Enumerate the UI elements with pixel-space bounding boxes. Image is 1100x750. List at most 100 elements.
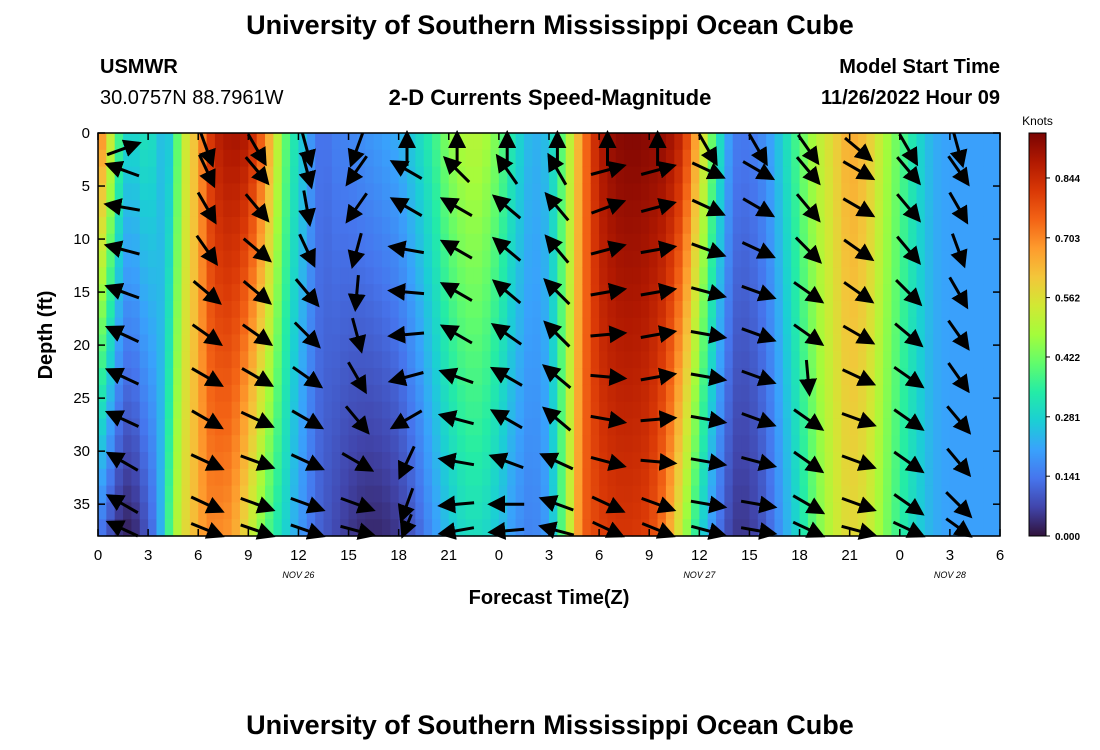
current-vector-arrow [387, 282, 425, 301]
heatmap-cell [557, 502, 567, 520]
heatmap-cell [816, 300, 826, 319]
heatmap-cell [231, 317, 241, 336]
heatmap-cell [457, 401, 467, 420]
heatmap-cell [724, 200, 734, 218]
current-vector-arrow [641, 522, 676, 539]
current-vector-arrow [590, 410, 628, 429]
heatmap-cell [749, 200, 759, 218]
heatmap-cell [665, 384, 675, 403]
heatmap-cell [532, 452, 542, 470]
heatmap-cell [582, 368, 592, 386]
heatmap-cell [624, 300, 634, 319]
heatmap-cell [440, 250, 450, 268]
heatmap-cell [448, 485, 458, 504]
heatmap-cell [832, 300, 842, 319]
heatmap-cell [457, 468, 467, 487]
heatmap-cell [891, 166, 901, 184]
heatmap-cell [198, 401, 208, 420]
heatmap-cell [390, 149, 400, 168]
heatmap-cell [306, 317, 316, 336]
heatmap-cell [273, 468, 283, 487]
heatmap-cell [565, 468, 575, 487]
heatmap-cell [991, 216, 1001, 235]
current-vector-arrow [491, 279, 522, 305]
heatmap-cell [874, 300, 884, 319]
heatmap-cell [916, 267, 926, 285]
heatmap-cell [657, 351, 667, 369]
heatmap-cell [457, 284, 467, 302]
heatmap-cell [565, 317, 575, 336]
heatmap-cell [816, 317, 826, 336]
heatmap-cell [549, 300, 558, 319]
heatmap-cell [841, 133, 851, 151]
heatmap-cell [198, 216, 208, 235]
heatmap-cell [832, 267, 842, 285]
heatmap-cell [106, 435, 116, 453]
heatmap-cell [515, 317, 525, 336]
heatmap-cell [891, 452, 901, 470]
heatmap-cell [423, 267, 433, 285]
heatmap-cell [607, 401, 617, 420]
x-tick-label: 18 [390, 547, 407, 564]
heatmap-cell [966, 133, 976, 151]
heatmap-cell [766, 267, 776, 285]
current-vector-arrow [590, 240, 627, 258]
heatmap-cell [231, 384, 241, 403]
heatmap-cell [448, 334, 458, 352]
heatmap-cell [523, 334, 533, 352]
heatmap-cell [682, 435, 692, 453]
heatmap-cell [106, 502, 116, 520]
heatmap-cell [515, 300, 525, 319]
heatmap-cell [123, 351, 133, 369]
current-vector-arrow [590, 282, 628, 301]
station-id: USMWR [100, 56, 178, 78]
heatmap-cell [941, 267, 951, 285]
heatmap-cell [674, 351, 684, 369]
heatmap-cell [415, 418, 425, 436]
heatmap-cell [699, 351, 709, 369]
heatmap-cell [381, 418, 391, 436]
heatmap-cell [974, 368, 984, 386]
heatmap-cell [565, 418, 575, 436]
heatmap-cell [198, 468, 208, 487]
heatmap-cell [490, 351, 500, 369]
heatmap-cell [607, 300, 617, 319]
heatmap-cell [457, 452, 467, 470]
heatmap-cell [415, 519, 425, 537]
current-vector-arrow [690, 410, 728, 429]
heatmap-cell [924, 368, 934, 386]
heatmap-cell [933, 183, 943, 201]
heatmap-cell [966, 502, 976, 520]
heatmap-cell [432, 200, 442, 218]
heatmap-cell [498, 351, 508, 369]
heatmap-cell [716, 200, 725, 218]
heatmap-cell [741, 166, 751, 184]
heatmap-cell [440, 351, 450, 369]
heatmap-cell [356, 267, 366, 285]
heatmap-cell [824, 435, 834, 453]
heatmap-cell [465, 401, 475, 420]
heatmap-cell [164, 334, 174, 352]
heatmap-cell [724, 519, 734, 537]
heatmap-cell [599, 317, 609, 336]
current-vector-arrow [539, 452, 574, 471]
heatmap-cell [381, 166, 391, 184]
heatmap-cell [532, 233, 542, 252]
heatmap-cell [214, 317, 224, 336]
heatmap-cell [523, 368, 533, 386]
heatmap-cell [98, 468, 107, 487]
heatmap-cell [515, 485, 525, 504]
current-vector-arrow [841, 453, 877, 471]
heatmap-cell [381, 149, 391, 168]
current-vector-arrow [741, 369, 777, 387]
heatmap-cell [757, 435, 767, 453]
heatmap-cell [799, 233, 809, 252]
heatmap-cell [941, 418, 951, 436]
heatmap-cell [891, 284, 901, 302]
heatmap-cell [156, 468, 166, 487]
heatmap-cell [607, 267, 617, 285]
heatmap-cell [966, 233, 976, 252]
heatmap-cell [874, 284, 884, 302]
heatmap-cell [749, 300, 759, 319]
heatmap-cell [223, 133, 233, 151]
